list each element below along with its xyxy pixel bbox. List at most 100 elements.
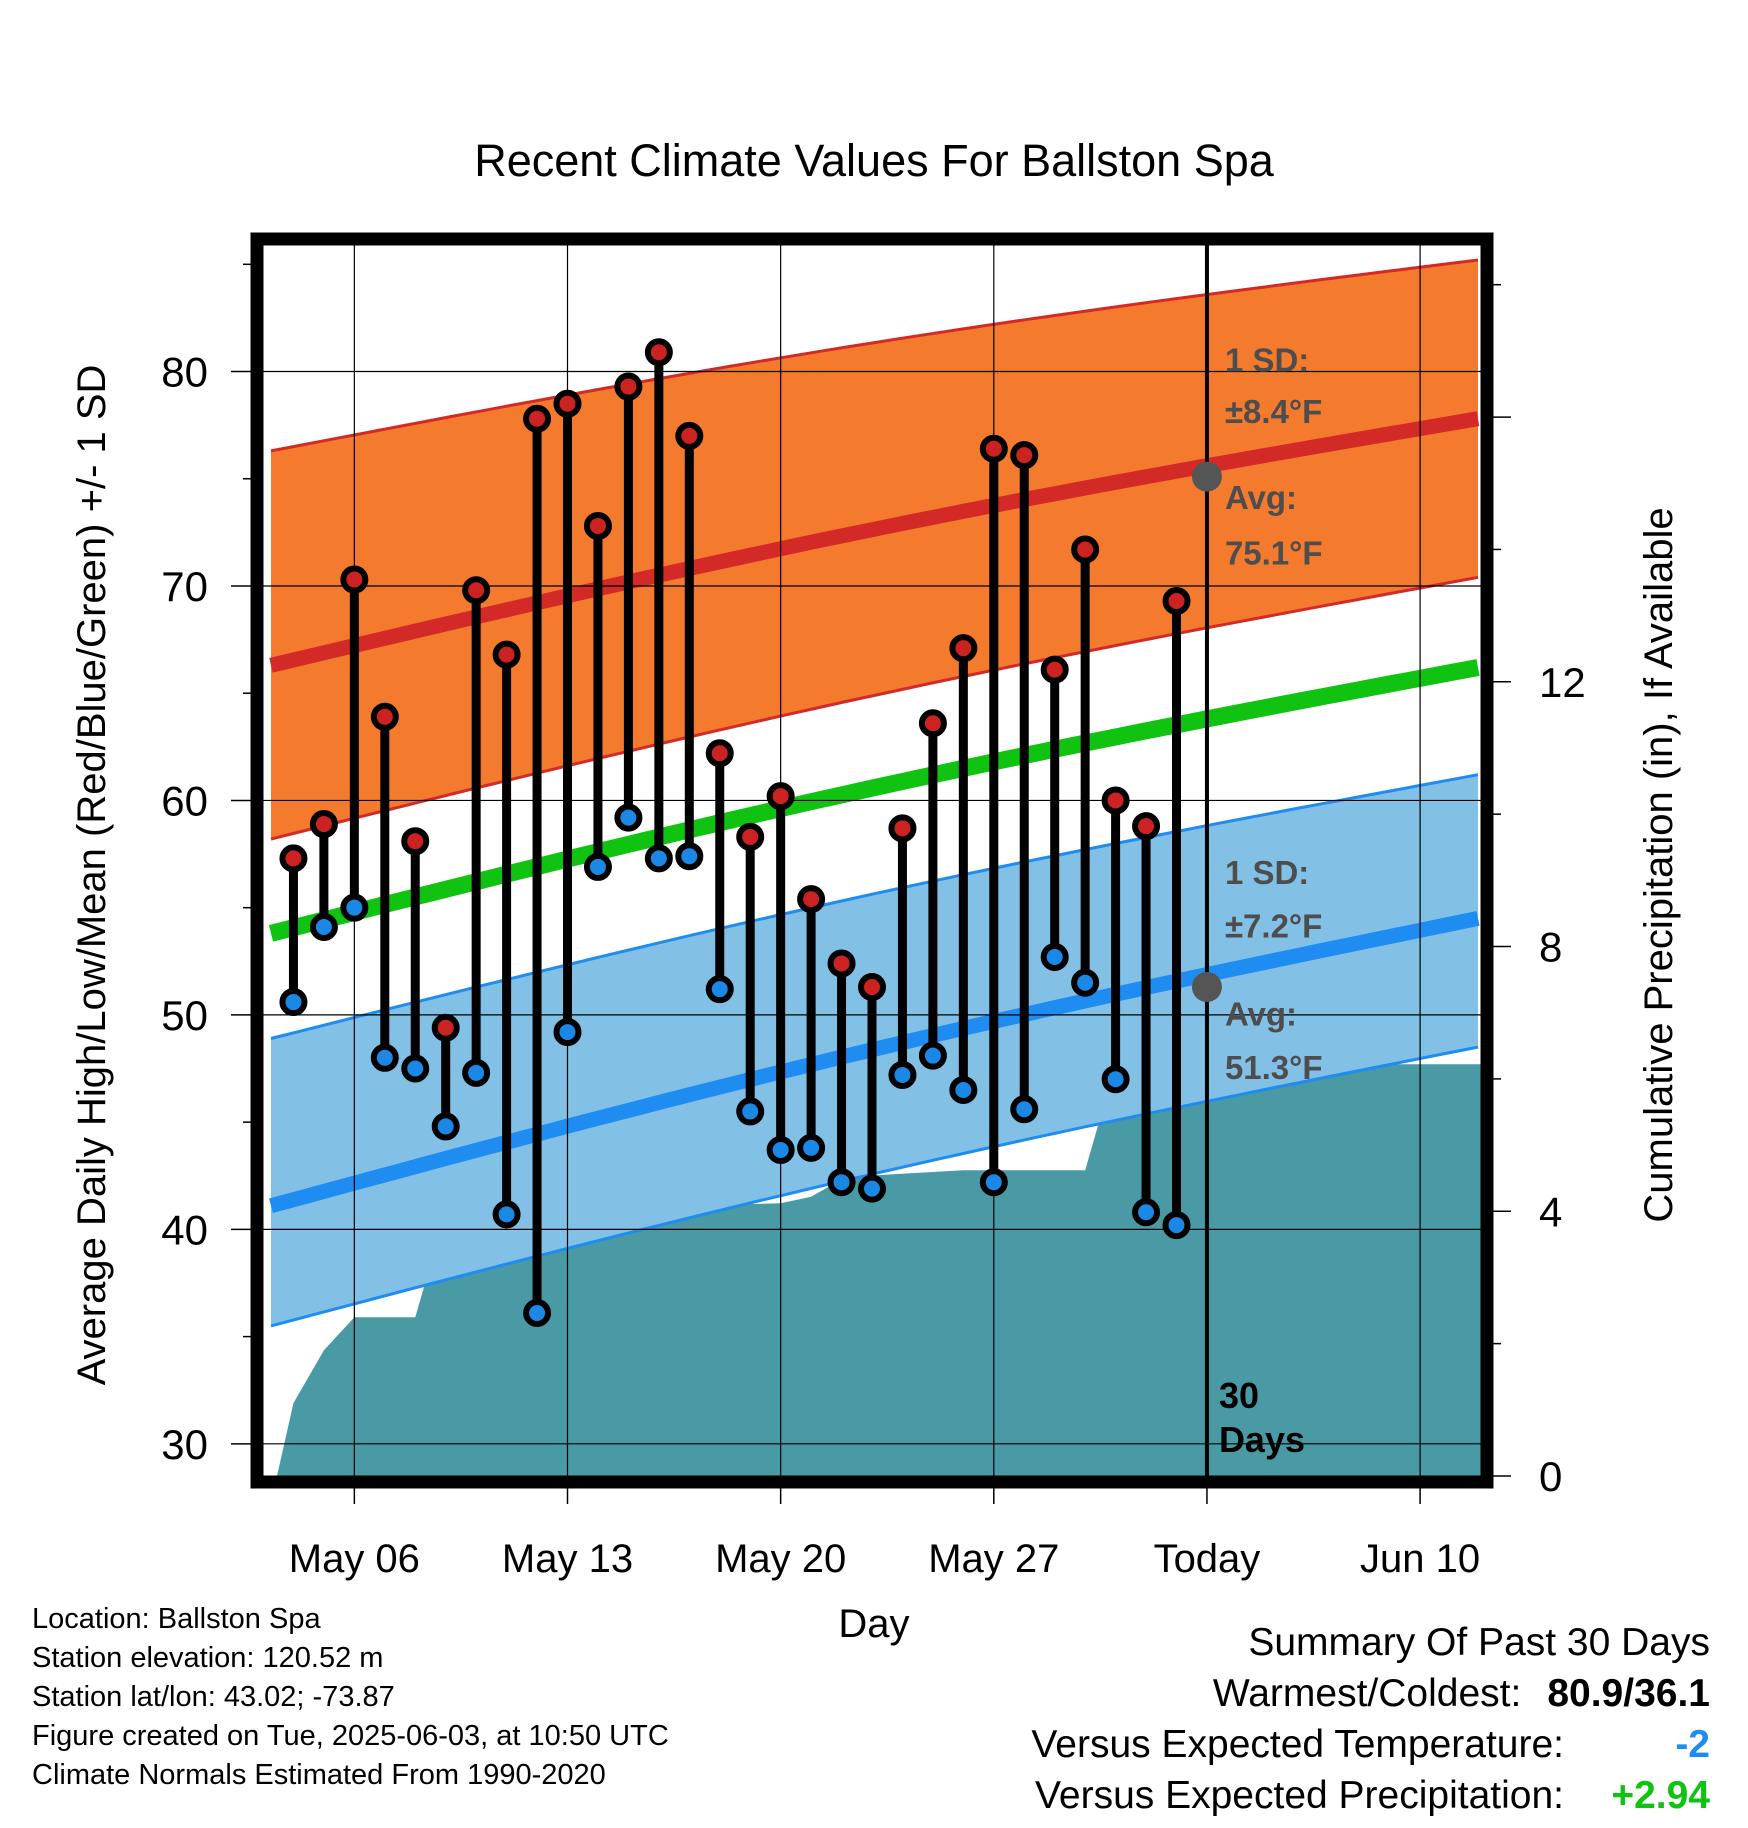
summary-heading: Summary Of Past 30 Days bbox=[1248, 1621, 1710, 1664]
daily-high-point bbox=[279, 844, 308, 873]
daily-low-point bbox=[1162, 1211, 1191, 1240]
y-tick-label: 70 bbox=[161, 563, 208, 610]
daily-low-point bbox=[583, 852, 612, 881]
y-tick-label: 50 bbox=[161, 992, 208, 1039]
x-tick-label: May 06 bbox=[289, 1537, 420, 1581]
daily-high-point bbox=[766, 782, 795, 811]
y2-tick-label: 0 bbox=[1539, 1453, 1562, 1500]
daily-low-point bbox=[705, 975, 734, 1004]
daily-high-point bbox=[523, 404, 552, 433]
daily-low-point bbox=[1010, 1095, 1039, 1124]
daily-high-point bbox=[918, 709, 947, 738]
normal-high-band-upper-edge bbox=[270, 258, 1479, 453]
location-text: Location: Ballston Spa bbox=[32, 1603, 321, 1635]
daily-high-point bbox=[492, 640, 521, 669]
elevation-text: Station elevation: 120.52 m bbox=[32, 1642, 384, 1674]
daily-low-point bbox=[309, 912, 338, 941]
daily-low-point bbox=[523, 1299, 552, 1328]
days-label-number: 30 bbox=[1219, 1375, 1259, 1416]
daily-low-point bbox=[736, 1097, 765, 1126]
temp-departure-value: -2 bbox=[1675, 1723, 1710, 1766]
y-tick-label: 30 bbox=[161, 1421, 208, 1468]
daily-low-point bbox=[858, 1174, 886, 1203]
daily-high-point bbox=[827, 949, 856, 978]
x-axis-title: Day bbox=[838, 1602, 909, 1646]
x-tick-label: May 20 bbox=[715, 1537, 846, 1581]
y-tick-label: 60 bbox=[161, 777, 208, 824]
station-info: Location: Ballston Spa Station elevation… bbox=[32, 1600, 669, 1795]
daily-high-point bbox=[949, 634, 978, 663]
daily-low-point bbox=[279, 988, 308, 1017]
days-label-word: Days bbox=[1219, 1419, 1305, 1460]
warmest-value: 80.9/36.1 bbox=[1547, 1672, 1710, 1715]
daily-low-point bbox=[553, 1018, 582, 1047]
y2-tick-label: 12 bbox=[1539, 659, 1586, 706]
daily-low-point bbox=[918, 1041, 947, 1070]
daily-high-point bbox=[675, 421, 704, 450]
daily-low-point bbox=[1040, 943, 1069, 972]
x-tick-label: May 27 bbox=[928, 1537, 1059, 1581]
daily-low-point bbox=[431, 1112, 460, 1141]
daily-low-point bbox=[1101, 1065, 1130, 1094]
y-tick-label: 80 bbox=[161, 349, 208, 396]
daily-high-point bbox=[614, 372, 643, 401]
plot-frame bbox=[250, 232, 1494, 1489]
daily-high-point bbox=[797, 885, 826, 914]
daily-high-point bbox=[583, 511, 612, 540]
daily-low-point bbox=[766, 1136, 795, 1165]
precip-departure-label: Versus Expected Precipitation: bbox=[1035, 1774, 1564, 1817]
y2-axis-title: Cumulative Precipitation (in), If Availa… bbox=[1637, 507, 1681, 1222]
high-sd-label: 1 SD: bbox=[1225, 342, 1309, 379]
warmest-label: Warmest/Coldest: bbox=[1212, 1672, 1522, 1715]
daily-low-point bbox=[797, 1133, 826, 1162]
x-tick-label: May 13 bbox=[502, 1537, 633, 1581]
daily-high-point bbox=[979, 434, 1008, 463]
latlon-text: Station lat/lon: 43.02; -73.87 bbox=[32, 1681, 395, 1713]
summary-temp-row: Versus Expected Temperature: -2 bbox=[1031, 1719, 1710, 1770]
daily-low-point bbox=[1071, 968, 1100, 997]
daily-low-point bbox=[827, 1168, 856, 1197]
daily-high-point bbox=[309, 810, 338, 839]
x-tick-label: Today bbox=[1154, 1537, 1261, 1581]
daily-low-point bbox=[492, 1200, 521, 1229]
daily-high-point bbox=[736, 822, 765, 851]
x-tick-label: Jun 10 bbox=[1360, 1537, 1480, 1581]
daily-low-point bbox=[644, 844, 673, 873]
daily-high-point bbox=[888, 814, 917, 843]
daily-high-point bbox=[1162, 587, 1191, 616]
daily-low-point bbox=[888, 1060, 917, 1089]
daily-low-point bbox=[979, 1168, 1008, 1197]
y2-tick-label: 4 bbox=[1539, 1188, 1562, 1235]
daily-low-point bbox=[370, 1043, 399, 1072]
high-avg-label: Avg: bbox=[1225, 479, 1297, 516]
plot-contents bbox=[263, 245, 1481, 1476]
daily-high-point bbox=[370, 702, 399, 731]
summary-warmest-row: Warmest/Coldest: 80.9/36.1 bbox=[1031, 1668, 1710, 1719]
plot-area: 1 SD: ±8.4°F Avg: 75.1°F 1 SD: ±7.2°F Avg: 51.3… bbox=[161, 232, 1586, 1581]
daily-high-point bbox=[1101, 786, 1130, 815]
daily-low-point bbox=[614, 803, 643, 832]
low-sd-label: 1 SD: bbox=[1225, 854, 1309, 891]
created-text: Figure created on Tue, 2025-06-03, at 10… bbox=[32, 1720, 669, 1752]
summary-precip-row: Versus Expected Precipitation: +2.94 bbox=[1031, 1770, 1710, 1821]
daily-low-point bbox=[675, 842, 704, 871]
daily-high-point bbox=[431, 1013, 460, 1042]
summary-panel: Summary Of Past 30 Days Warmest/Coldest:… bbox=[1031, 1617, 1710, 1821]
precip-departure-value: +2.94 bbox=[1611, 1774, 1710, 1817]
daily-high-point bbox=[1010, 441, 1039, 470]
y-tick-label: 40 bbox=[161, 1206, 208, 1253]
daily-high-point bbox=[858, 973, 886, 1002]
today-low-avg-marker bbox=[1191, 972, 1222, 1003]
daily-low-point bbox=[949, 1075, 978, 1104]
daily-high-point bbox=[1071, 535, 1100, 564]
daily-low-point bbox=[462, 1058, 491, 1087]
high-sd-value: ±8.4°F bbox=[1225, 393, 1322, 430]
daily-high-point bbox=[553, 389, 582, 418]
daily-low-point bbox=[1132, 1198, 1161, 1227]
daily-high-point bbox=[340, 565, 369, 594]
daily-high-point bbox=[1040, 655, 1069, 684]
normals-text: Climate Normals Estimated From 1990-2020 bbox=[32, 1759, 606, 1791]
daily-high-point bbox=[401, 827, 430, 856]
daily-high-point bbox=[705, 739, 734, 768]
